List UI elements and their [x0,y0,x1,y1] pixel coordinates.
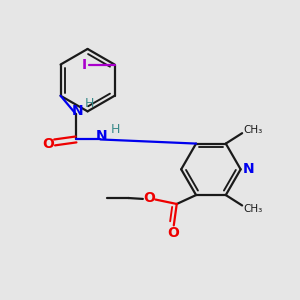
Text: CH₃: CH₃ [243,124,262,135]
Text: O: O [167,226,179,240]
Text: N: N [96,130,108,143]
Text: CH₃: CH₃ [243,204,262,214]
Text: I: I [81,58,87,71]
Text: N: N [243,162,255,176]
Text: H: H [85,97,94,110]
Text: O: O [143,191,155,205]
Text: N: N [72,104,83,118]
Text: O: O [42,137,54,151]
Text: H: H [111,122,120,136]
